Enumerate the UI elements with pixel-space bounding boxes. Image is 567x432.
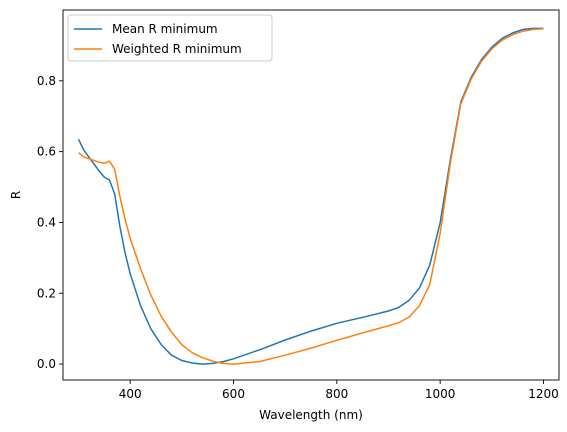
- plot-area: [63, 10, 559, 380]
- x-tick-label: 800: [325, 387, 348, 401]
- legend-label: Mean R minimum: [112, 22, 218, 36]
- x-tick-label: 1000: [425, 387, 456, 401]
- y-tick-label: 0.0: [37, 357, 56, 371]
- y-tick-label: 0.8: [37, 74, 56, 88]
- y-tick-label: 0.6: [37, 145, 56, 159]
- series-line-1: [77, 27, 544, 365]
- x-axis-label: Wavelength (nm): [259, 408, 363, 422]
- x-tick-label: 600: [222, 387, 245, 401]
- x-tick-label: 400: [119, 387, 142, 401]
- y-axis-label: R: [9, 191, 23, 199]
- legend-label: Weighted R minimum: [112, 42, 242, 56]
- series-layer: [77, 27, 544, 365]
- series-line-2: [78, 28, 544, 365]
- legend: Mean R minimum Weighted R minimum: [67, 14, 273, 62]
- legend-box: [67, 14, 273, 62]
- y-axis-ticks: 0.0 0.2 0.4 0.6 0.8: [37, 74, 63, 371]
- x-axis-ticks: 400 600 800 1000 1200: [119, 380, 559, 401]
- y-tick-label: 0.4: [37, 215, 56, 229]
- plot-frame: [62, 9, 560, 381]
- x-tick-label: 1200: [528, 387, 559, 401]
- y-tick-label: 0.2: [37, 286, 56, 300]
